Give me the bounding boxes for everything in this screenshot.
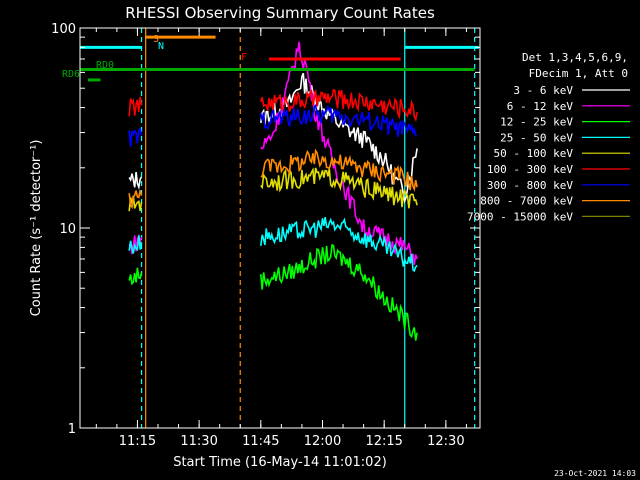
series-line — [128, 172, 143, 191]
series-line — [128, 126, 143, 147]
y-axis-label: Count Rate (s⁻¹ detector⁻¹) — [29, 140, 44, 317]
x-tick-label: 11:45 — [242, 434, 279, 449]
x-tick-label: 12:30 — [427, 434, 464, 449]
legend-label: 300 - 800 keV — [487, 179, 573, 192]
chart-title: RHESSI Observing Summary Count Rates — [125, 4, 435, 22]
annotation-label: F — [241, 52, 247, 63]
legend-label: 7000 - 15000 keV — [467, 210, 573, 223]
y-tick-label: 10 — [59, 222, 76, 237]
timestamp: 23-Oct-2021 14:03 — [554, 469, 636, 478]
legend-header-1: Det 1,3,4,5,6,9, — [522, 51, 628, 64]
legend-label: 25 - 50 keV — [500, 131, 573, 144]
plot-frame — [79, 27, 481, 429]
legend: Det 1,3,4,5,6,9, FDecim 1, Att 0 3 - 6 k… — [467, 51, 630, 223]
series-line — [260, 103, 418, 137]
legend-label: 6 - 12 keV — [507, 100, 574, 113]
annotation-label: RD6 — [62, 69, 80, 80]
series-line — [260, 89, 418, 123]
x-axis-label: Start Time (16-May-14 11:01:02) — [173, 455, 387, 470]
x-tick-label: 12:00 — [304, 434, 341, 449]
annotation-label: RD0 — [96, 60, 114, 71]
x-tick-label: 12:15 — [365, 434, 402, 449]
series-line — [260, 148, 418, 192]
y-tick-label: 100 — [51, 22, 76, 37]
annotation-label: N — [158, 41, 164, 52]
x-tick-label: 11:15 — [119, 434, 156, 449]
series-line — [260, 167, 418, 209]
series-line — [260, 243, 418, 341]
legend-label: 100 - 300 keV — [487, 163, 573, 176]
y-tick-label: 1 — [68, 422, 76, 437]
legend-label: 3 - 6 keV — [513, 84, 573, 97]
series-line — [260, 216, 418, 273]
legend-label: 800 - 7000 keV — [480, 195, 573, 208]
series-line — [128, 190, 143, 210]
legend-header-2: FDecim 1, Att 0 — [529, 67, 628, 80]
series-line — [128, 96, 143, 117]
series-line — [128, 267, 143, 286]
annotation-label: S — [153, 34, 159, 45]
series-line — [128, 195, 143, 212]
legend-label: 12 - 25 keV — [500, 116, 573, 129]
x-tick-label: 11:30 — [180, 434, 217, 449]
legend-label: 50 - 100 keV — [494, 147, 574, 160]
series-line — [128, 235, 143, 254]
series-line — [260, 72, 418, 204]
